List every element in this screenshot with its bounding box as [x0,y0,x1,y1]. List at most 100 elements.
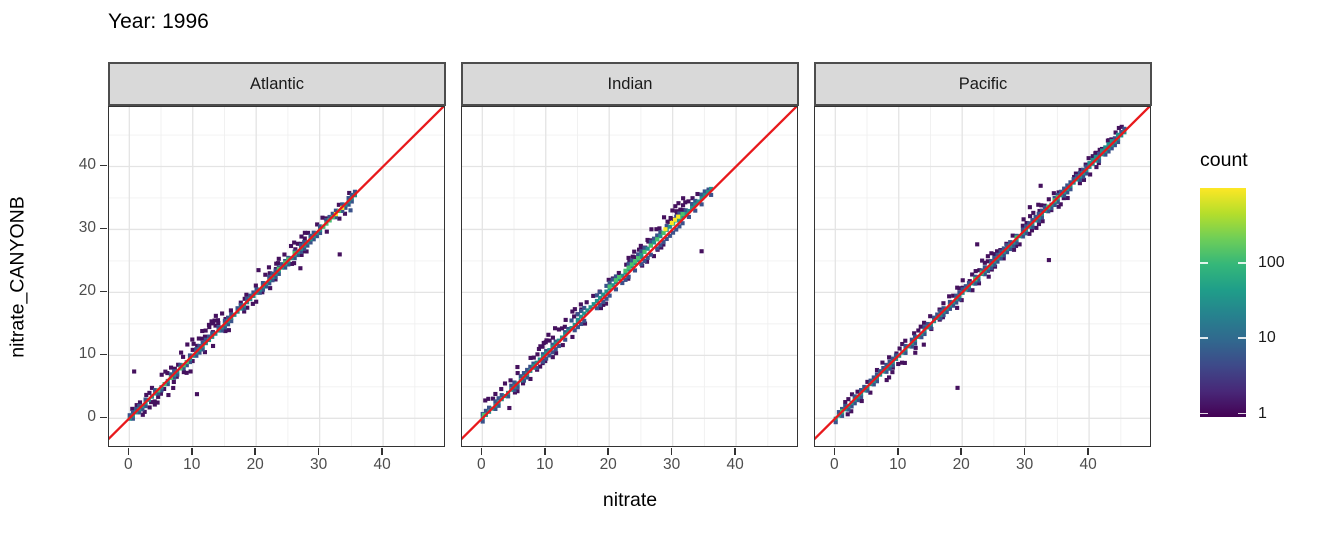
count-bin [626,255,631,260]
count-bin [985,254,990,259]
count-bin [1037,208,1042,214]
count-bin [197,350,202,355]
count-bin [607,280,612,285]
count-bin [627,259,632,264]
count-bin [540,344,545,349]
count-bin [607,284,612,289]
count-bin [133,406,139,411]
count-bin [973,269,978,274]
count-bin [288,243,294,249]
count-bin [554,351,559,356]
count-bin [1017,242,1022,247]
count-bin [944,309,949,315]
count-bin [242,296,247,301]
x-tick-mark [190,448,193,455]
count-bin [544,356,549,361]
count-bin [636,256,641,261]
count-bin [678,207,683,212]
count-bin [1100,148,1105,153]
count-bin [540,352,546,357]
count-bin [132,369,137,374]
count-bin [333,215,338,220]
plot-panel-atlantic [108,106,445,447]
count-bin [636,252,641,257]
count-bin [887,359,892,364]
count-bin [1061,196,1066,201]
count-bin [302,240,307,245]
x-tick-mark [734,448,736,455]
count-bin [601,302,606,307]
count-bin [270,271,275,276]
count-bin [229,319,234,324]
count-bin [1027,221,1032,226]
count-bin [709,186,714,191]
count-bin [843,400,848,405]
count-bin [273,275,278,280]
facet-strip-label: Pacific [958,74,1008,93]
count-bin [222,318,227,323]
x-tick-mark [833,448,836,455]
count-bin [648,243,653,248]
count-bin [887,366,892,371]
count-bin [155,400,160,405]
count-bin [203,328,208,333]
count-bin [241,306,246,311]
count-bin [559,326,565,331]
x-tick-mark [381,448,383,455]
count-bin [954,300,959,305]
count-bin [202,334,208,339]
count-bin [534,360,539,365]
count-bin [158,391,163,396]
count-bin [960,278,965,283]
x-tick-label: 40 [373,456,391,473]
count-bin [553,326,558,331]
count-bin [865,379,870,384]
count-bin [197,343,202,349]
count-bin [553,339,558,344]
count-bin [584,300,589,305]
count-bin [556,343,561,349]
count-bin [616,270,621,276]
count-bin [191,341,196,346]
plot-panel-indian [461,106,798,447]
count-bin [163,369,168,374]
count-bin [604,283,609,288]
count-bin [298,266,303,271]
count-bin [874,367,880,373]
count-bin [1077,177,1083,182]
count-bin [1033,214,1038,219]
count-bin [200,328,205,334]
count-bin [1065,183,1070,188]
count-bin [585,308,590,313]
count-bin [1093,151,1098,156]
count-bin [295,241,300,246]
count-bin [903,350,908,355]
count-bin [649,227,654,232]
count-bin [642,249,647,254]
count-bin [566,326,571,332]
count-bin [544,338,549,343]
count-bin [194,353,199,358]
count-bin [1055,192,1060,197]
count-bin [849,409,854,414]
count-bin [989,251,994,256]
count-bin [194,392,200,397]
count-bin [1088,172,1093,177]
facet-strip-label: Indian [607,74,653,93]
count-bin [342,211,348,216]
count-bin [483,398,488,403]
count-bin [550,342,555,347]
count-bin [955,305,960,310]
count-bin [260,287,266,292]
count-bin [153,388,158,393]
panel-canvas-atlantic [109,107,444,446]
count-bin [168,372,174,377]
count-bin [267,271,272,276]
count-bin [998,249,1003,254]
count-bin [147,405,152,410]
count-bin [537,357,542,362]
count-bin [152,402,157,407]
count-bin [308,240,313,245]
count-bin [667,233,672,238]
count-bin [292,261,297,266]
